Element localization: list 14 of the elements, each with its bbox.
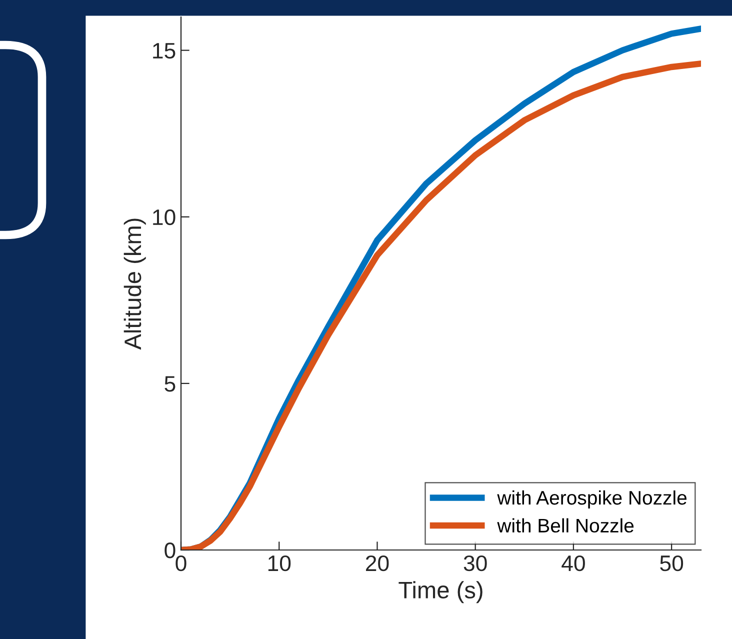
y-tick-label: 10 <box>153 209 176 226</box>
x-tick-label: 20 <box>366 555 389 572</box>
x-axis-title: Time (s) <box>398 581 482 604</box>
y-axis-title: Altitude (km) <box>124 218 146 350</box>
legend-label: with Aerospike Nozzle <box>497 490 687 509</box>
x-tick-label: 50 <box>660 555 684 572</box>
x-tick-label: 10 <box>268 555 291 572</box>
x-tick-label: 30 <box>464 555 487 572</box>
legend-label: with Bell Nozzle <box>497 518 634 533</box>
x-tick-label: 0 <box>176 555 186 572</box>
y-tick-label: 0 <box>164 542 176 558</box>
y-tick-label: 15 <box>153 43 176 59</box>
x-tick-label: 40 <box>562 555 585 572</box>
y-tick-label: 5 <box>164 376 176 392</box>
